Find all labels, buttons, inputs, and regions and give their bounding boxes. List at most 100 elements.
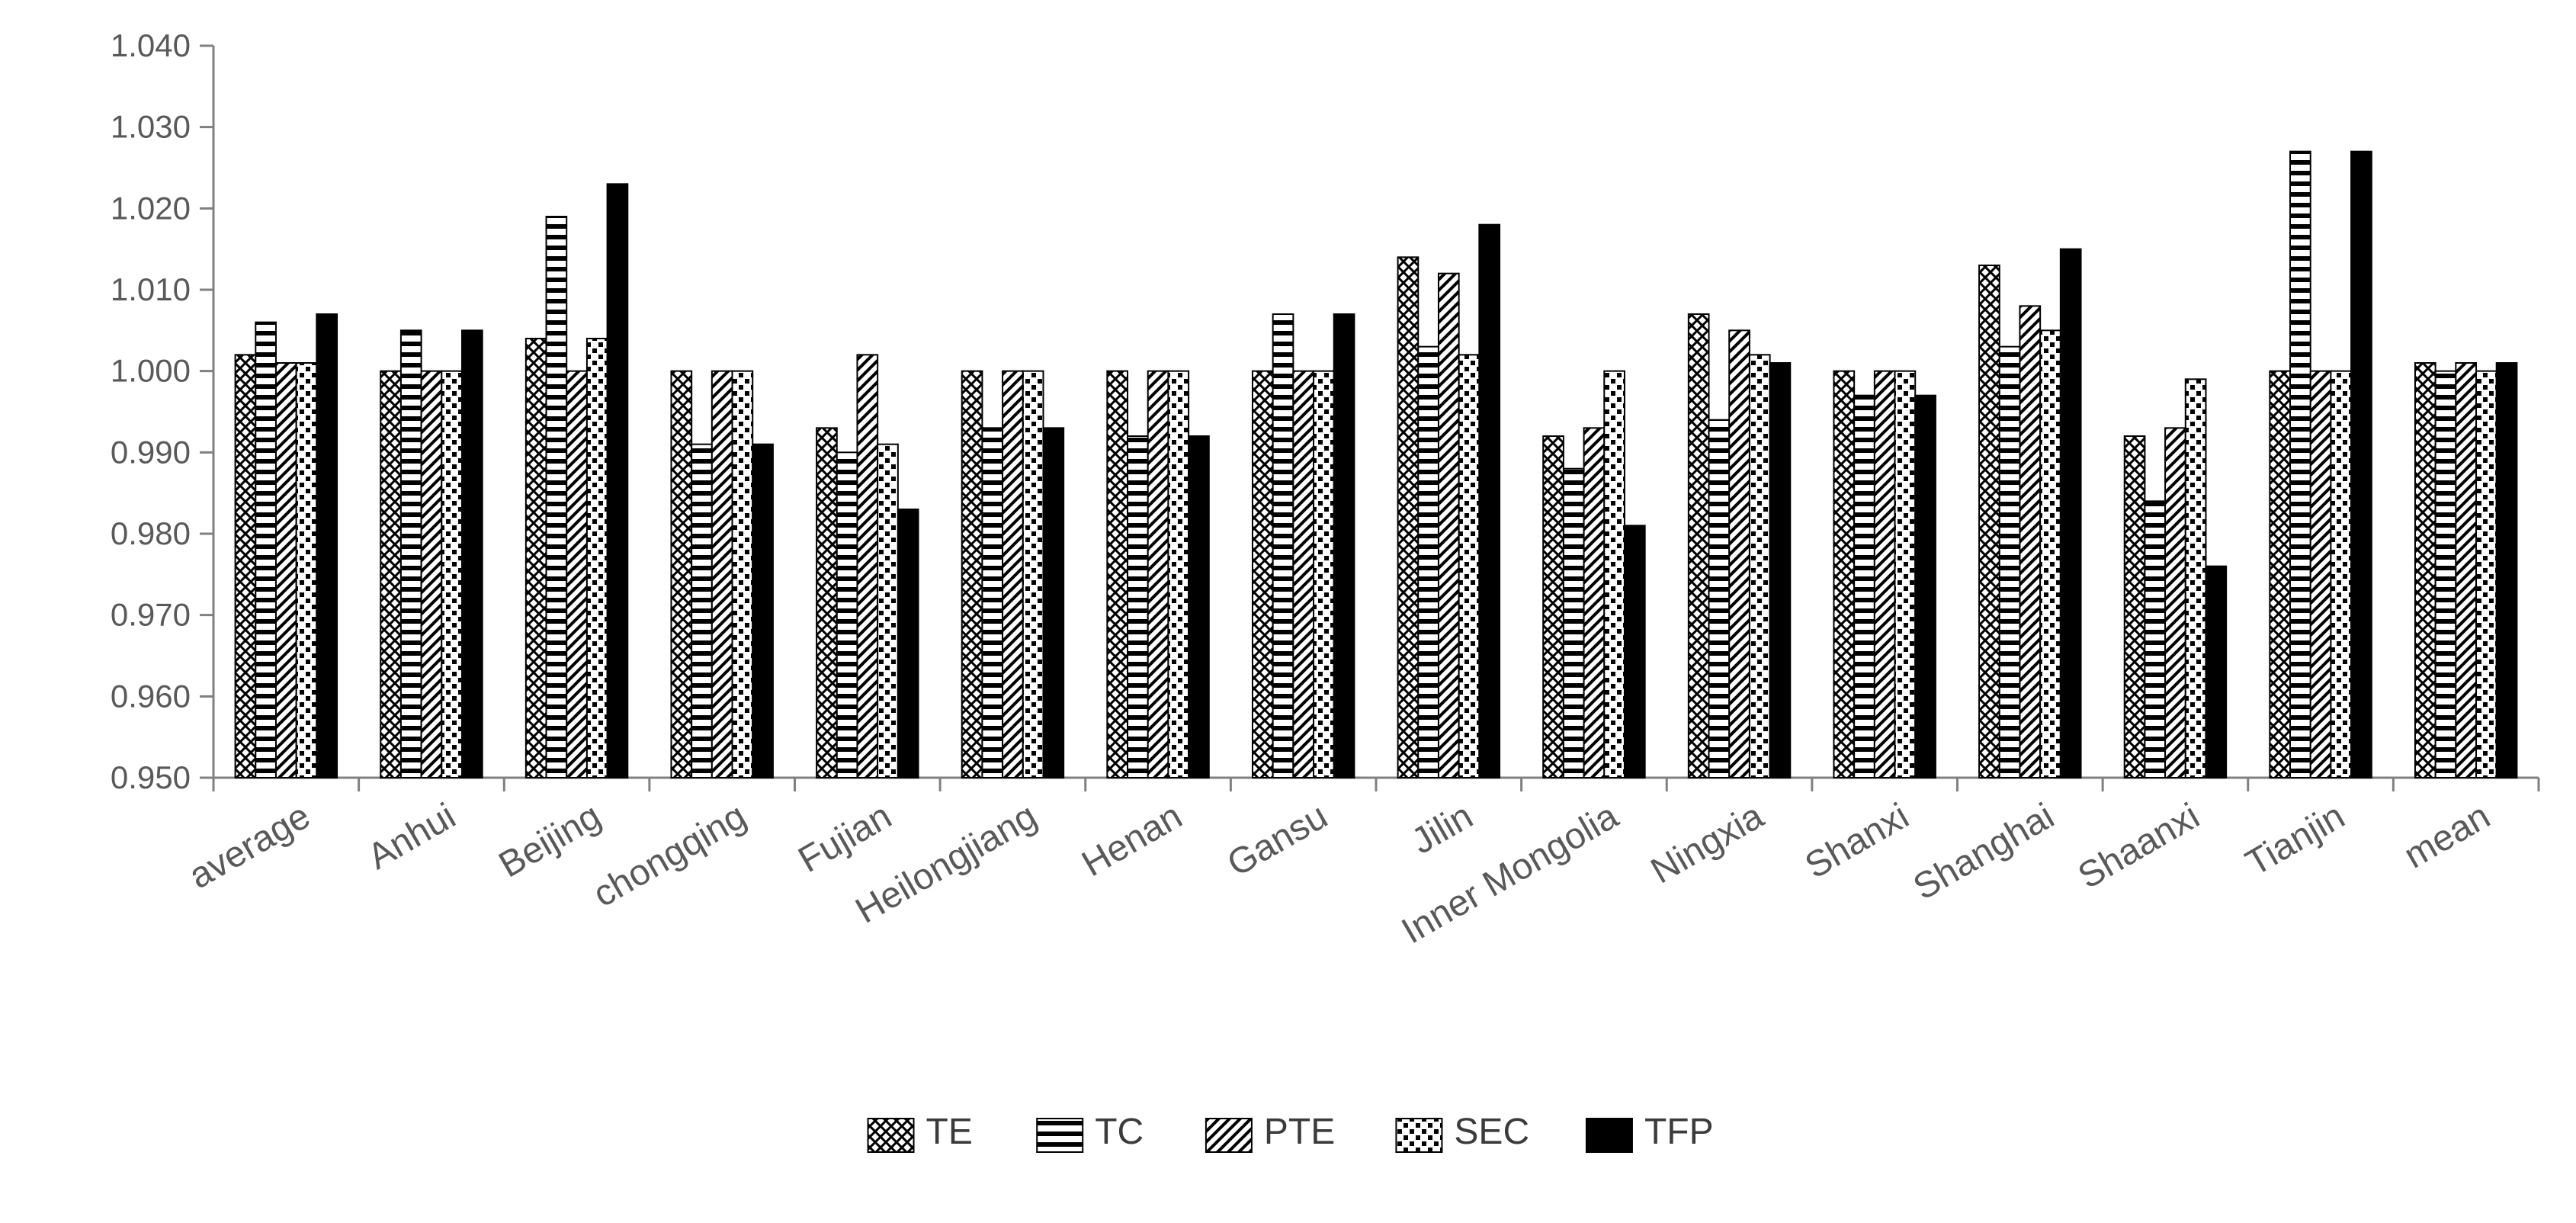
category-label: Fujian — [792, 796, 899, 881]
category-label: Henan — [1076, 796, 1189, 885]
bar-te — [1689, 314, 1709, 778]
legend-label: SEC — [1454, 1112, 1529, 1152]
legend-swatch-te — [868, 1119, 914, 1152]
bar-te — [2270, 371, 2290, 778]
bar-sec — [2476, 371, 2497, 778]
category-label: chongqing — [586, 796, 752, 916]
bar-te — [962, 371, 983, 778]
category-label: Shanghai — [1907, 796, 2061, 908]
bar-tc — [2290, 152, 2311, 778]
bar-sec — [587, 339, 608, 778]
bar-tc — [982, 428, 1002, 778]
bar-tfp — [1915, 396, 1936, 778]
category-label: Jilin — [1405, 796, 1480, 862]
bar-pte — [1439, 274, 1459, 778]
legend-label: TE — [926, 1112, 973, 1152]
category-label: Gansu — [1221, 796, 1334, 885]
bar-pte — [2456, 363, 2476, 778]
bar-sec — [1023, 371, 1044, 778]
bar-te — [1543, 436, 1564, 778]
bar-pte — [566, 371, 587, 778]
bar-te — [671, 371, 691, 778]
y-tick-label: 0.960 — [111, 678, 191, 714]
bar-tfp — [2061, 249, 2081, 778]
bar-tc — [1709, 420, 1730, 778]
bar-tc — [1128, 436, 1148, 778]
bar-pte — [1729, 330, 1750, 778]
bar-tfp — [1479, 225, 1500, 778]
bar-tfp — [462, 330, 483, 778]
legend-swatch-tfp — [1586, 1119, 1632, 1152]
category-label: Shaanxi — [2071, 796, 2206, 897]
bar-te — [236, 355, 256, 778]
bar-tc — [1418, 347, 1439, 778]
bar-pte — [712, 371, 733, 778]
chart-container: 0.9500.9600.9700.9800.9901.0001.0101.020… — [0, 0, 2576, 1223]
bar-pte — [1584, 428, 1605, 778]
bar-tc — [2436, 371, 2456, 778]
y-tick-label: 1.030 — [111, 109, 191, 145]
bar-tfp — [1625, 525, 1645, 778]
bar-te — [1979, 265, 2000, 778]
bar-sec — [2040, 330, 2061, 778]
y-tick-label: 1.000 — [111, 353, 191, 389]
bar-tfp — [1043, 428, 1063, 778]
bar-te — [1833, 371, 1854, 778]
bar-tfp — [898, 509, 919, 778]
bar-sec — [1459, 355, 1480, 778]
category-label: Anhui — [361, 796, 463, 878]
bar-tc — [2000, 347, 2020, 778]
legend-label: TC — [1095, 1112, 1144, 1152]
bar-tc — [691, 445, 712, 778]
bar-sec — [877, 445, 898, 778]
category-label: Ningxia — [1644, 795, 1770, 891]
bar-tfp — [316, 314, 337, 778]
bar-sec — [1895, 371, 1916, 778]
legend-label: TFP — [1644, 1112, 1714, 1152]
category-label: Tianjin — [2239, 796, 2351, 884]
bar-sec — [2186, 379, 2206, 778]
bar-tfp — [2351, 152, 2372, 778]
bar-sec — [1314, 371, 1334, 778]
bar-pte — [1293, 371, 1314, 778]
y-tick-label: 0.980 — [111, 515, 191, 551]
bar-te — [2415, 363, 2436, 778]
bar-tfp — [1189, 436, 1209, 778]
bar-sec — [1750, 355, 1770, 778]
bar-tfp — [608, 184, 628, 778]
bar-sec — [1604, 371, 1625, 778]
bar-pte — [2165, 428, 2186, 778]
bar-tc — [547, 217, 567, 778]
legend-swatch-sec — [1396, 1119, 1442, 1152]
bar-sec — [733, 371, 753, 778]
bar-sec — [1168, 371, 1189, 778]
legend-swatch-tc — [1037, 1119, 1083, 1152]
bar-tfp — [752, 445, 773, 778]
bar-tc — [1854, 396, 1875, 778]
efficiency-bar-chart: 0.9500.9600.9700.9800.9901.0001.0101.020… — [0, 0, 2576, 1223]
y-tick-label: 1.020 — [111, 190, 191, 226]
bar-pte — [422, 371, 442, 778]
bar-tfp — [2497, 363, 2517, 778]
bar-pte — [1875, 371, 1895, 778]
bar-pte — [1002, 371, 1023, 778]
bar-te — [816, 428, 837, 778]
bar-pte — [1148, 371, 1169, 778]
legend-swatch-pte — [1206, 1119, 1252, 1152]
bar-te — [1253, 371, 1273, 778]
bar-tc — [401, 330, 422, 778]
category-label: Shanxi — [1798, 796, 1916, 887]
bar-tfp — [1770, 363, 1791, 778]
bar-tc — [1273, 314, 1294, 778]
bar-pte — [2311, 371, 2331, 778]
bar-tc — [837, 452, 858, 778]
bar-te — [380, 371, 401, 778]
bar-te — [1107, 371, 1128, 778]
bar-te — [1398, 257, 1419, 778]
bar-sec — [297, 363, 317, 778]
bar-tc — [2145, 501, 2165, 778]
bar-pte — [2019, 306, 2040, 778]
legend-label: PTE — [1264, 1112, 1335, 1152]
category-label: mean — [2398, 796, 2497, 877]
bar-pte — [857, 355, 877, 778]
